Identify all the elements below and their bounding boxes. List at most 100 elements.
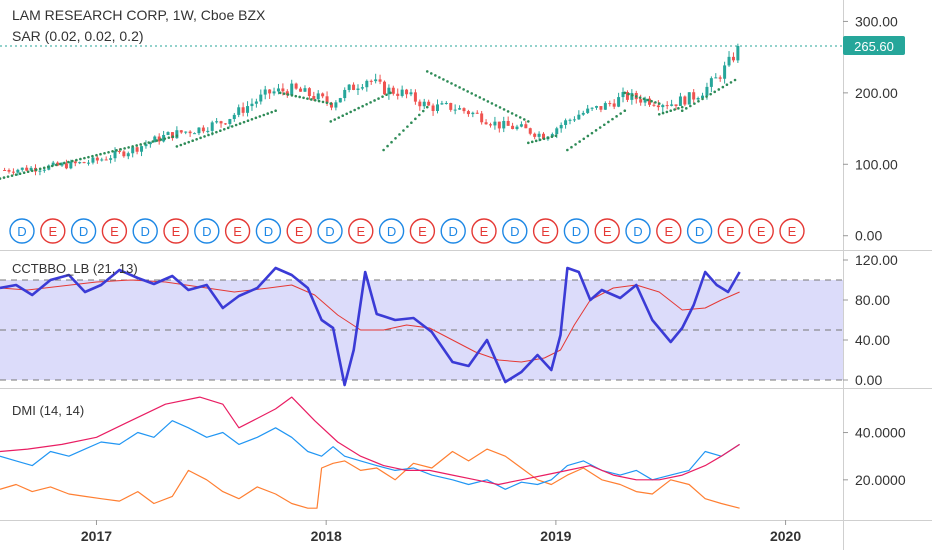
candle-body — [347, 84, 351, 90]
earnings-marker — [40, 218, 66, 244]
earnings-marker — [532, 218, 559, 244]
candle-body — [656, 105, 660, 108]
sar-dot — [341, 114, 345, 118]
candle-body — [140, 146, 144, 152]
sar-dot — [438, 76, 441, 79]
sar-dot — [602, 123, 606, 127]
sar-dot — [665, 110, 669, 114]
candle-body — [312, 96, 316, 100]
candle-body — [91, 157, 95, 163]
dmi-axis-tick-label: 40.0000 — [855, 425, 906, 441]
candle-body — [639, 99, 643, 103]
candle-body — [409, 92, 413, 95]
candle-body — [586, 108, 590, 113]
earnings-marker — [286, 218, 312, 244]
last-price-value: 265.60 — [854, 39, 894, 54]
sar-dot — [373, 99, 376, 102]
sar-dot — [282, 92, 286, 95]
sar-dot — [151, 140, 155, 143]
candle-body — [506, 120, 510, 126]
candle-body — [215, 121, 219, 123]
sar-layer — [0, 70, 737, 180]
sar-dot — [381, 95, 384, 98]
candle-body — [480, 113, 484, 123]
sar-dot — [67, 160, 70, 164]
sar-dot — [361, 104, 364, 108]
candle-body — [360, 87, 364, 89]
sar-dot — [657, 112, 661, 116]
earnings-marker-label: E — [664, 224, 673, 239]
sar-dot — [650, 99, 653, 103]
earnings-marker-label: E — [418, 224, 427, 239]
sar-dot — [262, 113, 266, 117]
sar-dot — [203, 135, 206, 138]
sar-dot — [179, 143, 183, 147]
candle-body — [64, 163, 68, 169]
sar-dot — [135, 144, 138, 147]
sar-dot — [357, 106, 360, 110]
dividend-marker-label: D — [202, 224, 211, 239]
candle-body — [7, 170, 11, 172]
axis-layer: 300.00 200.00 100.00 0.00 120.00 80.00 40.00 0.… — [81, 13, 906, 544]
earnings-marker — [656, 218, 682, 244]
candle-body — [201, 127, 205, 132]
earnings-marker — [717, 218, 744, 244]
sar-dot — [266, 112, 270, 115]
cct-axis-tick-label: 40.00 — [855, 332, 890, 348]
sar-dot — [425, 70, 429, 73]
sar-dot — [10, 174, 14, 177]
candle-body — [581, 112, 585, 115]
earnings-marker-label: E — [757, 224, 766, 239]
candle-body — [250, 103, 254, 107]
candle-body — [652, 104, 656, 106]
sar-dot — [450, 82, 453, 85]
sar-dot — [175, 145, 179, 148]
sar-dot — [298, 95, 301, 99]
candle-body — [497, 121, 501, 129]
sar-dot — [26, 170, 30, 174]
sar-dot — [278, 91, 282, 95]
candle-body — [577, 114, 581, 120]
dividend-marker-label: D — [325, 224, 334, 239]
candle-body — [736, 46, 740, 61]
sar-dot — [619, 112, 622, 115]
candle-body — [20, 167, 24, 170]
candle-body — [144, 144, 148, 147]
candle-body — [206, 130, 210, 132]
candle-body — [228, 119, 232, 124]
dividend-marker-label: D — [387, 224, 396, 239]
sar-dot — [123, 147, 126, 150]
sar-dot — [302, 96, 305, 100]
sar-dot — [365, 102, 368, 106]
sar-dot — [554, 134, 558, 138]
dividend-marker — [255, 218, 282, 244]
candle-body — [321, 93, 325, 97]
sar-dot — [527, 120, 530, 123]
candle-body — [223, 123, 227, 125]
sar-dot — [490, 102, 494, 105]
sar-dot — [705, 95, 708, 98]
dividend-marker-label: D — [510, 224, 519, 239]
sar-dot — [421, 109, 425, 113]
candle-body — [683, 96, 687, 105]
candle-body — [382, 81, 386, 95]
candle-body — [170, 132, 174, 139]
candle-body — [299, 88, 303, 92]
sar-dot — [14, 173, 18, 176]
candle-body — [378, 79, 382, 82]
sar-dot — [115, 149, 118, 152]
candle-body — [325, 96, 329, 103]
candle-body — [400, 89, 404, 96]
dmi-minus-line — [0, 448, 740, 509]
candle-body — [555, 128, 559, 135]
candle-body — [246, 106, 250, 113]
candle-body — [692, 92, 696, 100]
candle-body — [493, 121, 497, 126]
candle-body — [16, 169, 20, 173]
sar-dot — [627, 92, 630, 96]
sar-dot — [325, 101, 329, 105]
sar-dot — [143, 142, 147, 145]
sar-dot — [246, 119, 250, 123]
candle-body — [126, 153, 130, 157]
